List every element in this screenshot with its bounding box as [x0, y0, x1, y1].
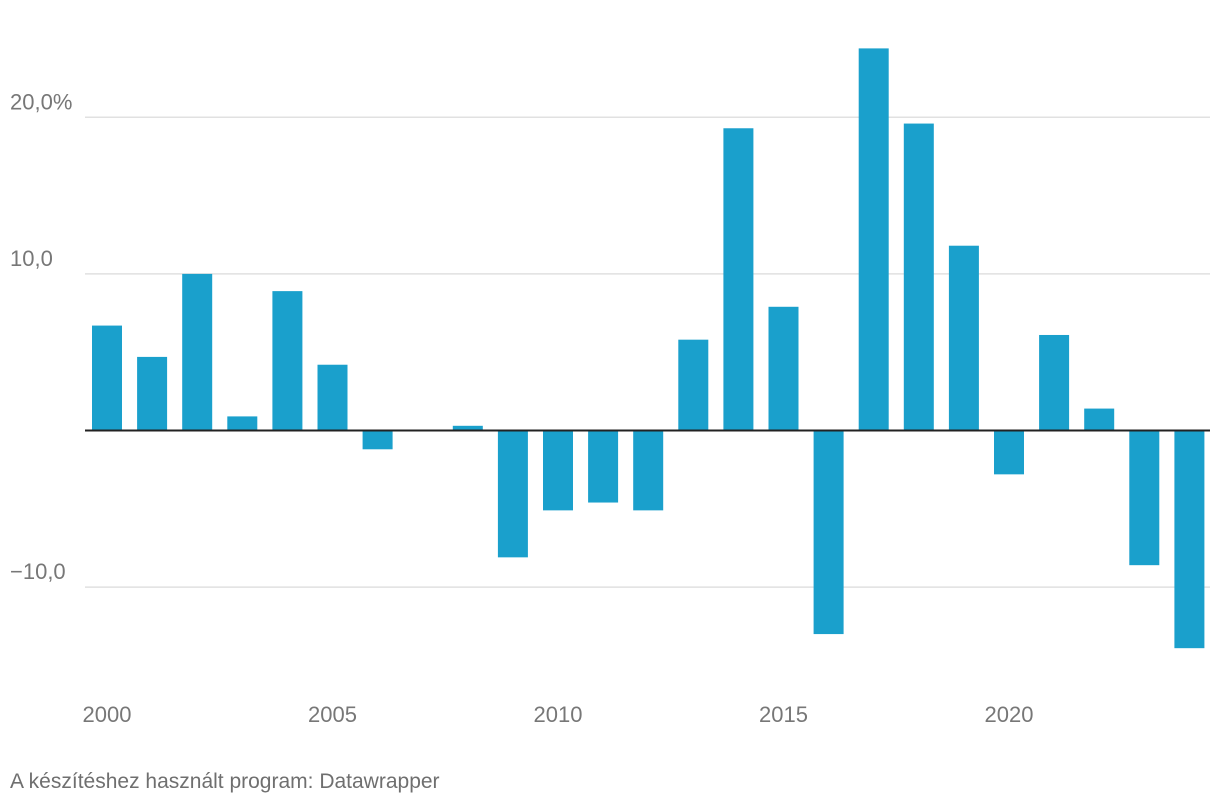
bar-2024: [1174, 430, 1205, 649]
y-tick-label: −10,0: [10, 559, 66, 584]
bar-2015: [768, 306, 799, 431]
bar-2017: [858, 48, 889, 431]
x-tick-label: 2010: [534, 702, 583, 727]
bar-2021: [1039, 334, 1070, 431]
bar-2013: [678, 339, 709, 431]
bar-2010: [543, 430, 573, 511]
bar-2009: [497, 430, 528, 558]
y-tick-label: 10,0: [10, 246, 53, 271]
bar-2012: [633, 430, 664, 511]
bar-2006: [362, 430, 393, 450]
bar-2018: [903, 123, 934, 431]
bar-2011: [588, 430, 619, 503]
bar-2022: [1084, 408, 1115, 431]
bar-2005: [317, 364, 348, 431]
bar-2019: [948, 245, 979, 431]
y-axis-labels: 20,0% 10,0 −10,0: [10, 89, 72, 584]
bars: [92, 48, 1205, 649]
y-tick-label: 20,0%: [10, 89, 72, 114]
bar-2003: [227, 416, 258, 431]
bar-2008: [452, 425, 483, 431]
bar-2000: [92, 325, 122, 431]
chart-credit: A készítéshez használt program: Datawrap…: [10, 770, 440, 793]
x-tick-label: 2000: [83, 702, 132, 727]
x-tick-label: 2005: [308, 702, 357, 727]
x-tick-label: 2015: [759, 702, 808, 727]
bar-2016: [813, 430, 844, 635]
x-tick-label: 2020: [985, 702, 1034, 727]
bar-2004: [272, 291, 303, 431]
bar-2014: [723, 128, 754, 431]
bar-2020: [994, 430, 1024, 475]
bar-2002: [182, 273, 213, 431]
x-axis-labels: 2000 2005 2010 2015 2020: [83, 702, 1034, 727]
gridlines: [85, 116, 1210, 588]
bar-2023: [1129, 430, 1160, 566]
bar-2001: [137, 356, 168, 431]
